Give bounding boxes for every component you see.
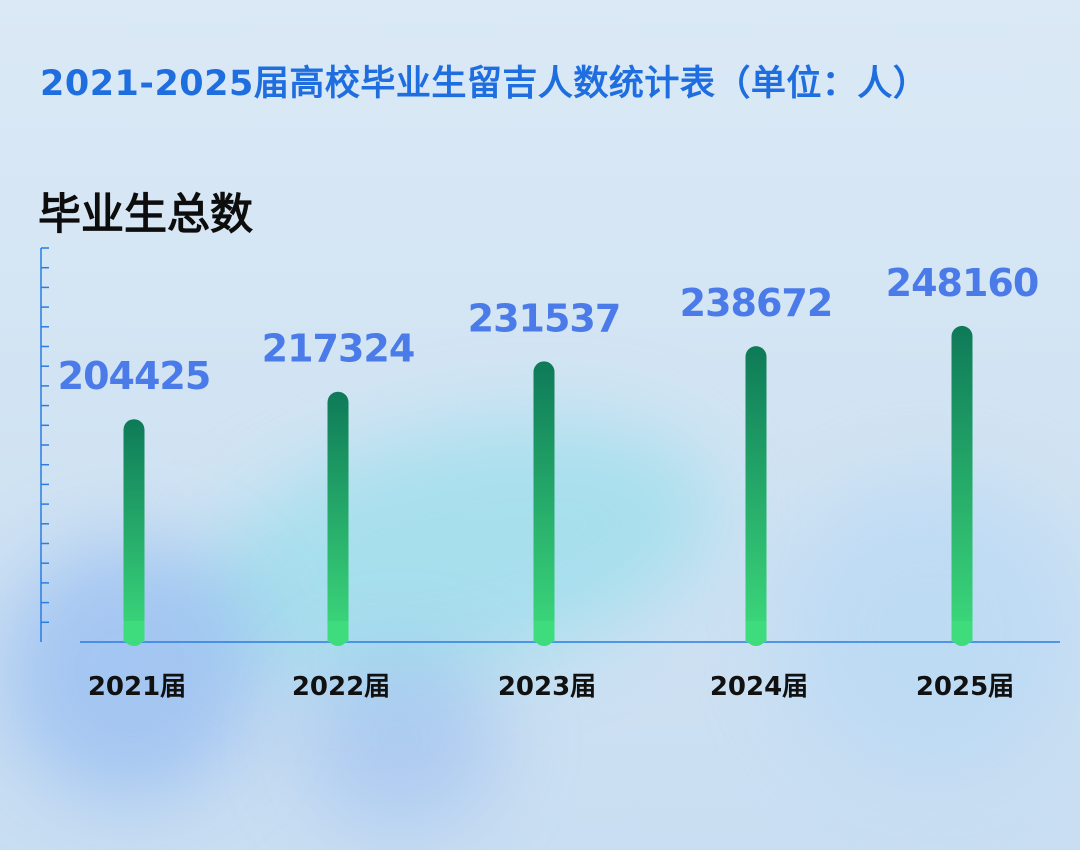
x-tick-label: 2024届 — [710, 672, 808, 702]
bar — [123, 419, 145, 646]
data-label: 231537 — [468, 296, 621, 340]
bar — [327, 391, 349, 646]
data-label: 238672 — [680, 281, 833, 325]
chart-title: 毕业生总数 — [38, 190, 253, 240]
background-blur — [300, 650, 500, 830]
page-title: 2021-2025届高校毕业生留吉人数统计表（单位：人） — [40, 64, 929, 104]
x-tick-label: 2025届 — [916, 672, 1014, 702]
x-tick-label: 2022届 — [292, 672, 390, 702]
bar-base — [123, 621, 145, 642]
bar-base — [951, 621, 973, 642]
data-label: 248160 — [886, 261, 1039, 305]
bar-base — [533, 621, 555, 642]
bar-base — [327, 621, 349, 642]
data-label: 217324 — [262, 327, 415, 371]
bar-base — [745, 621, 767, 642]
x-tick-label: 2021届 — [88, 672, 186, 702]
bar — [533, 361, 555, 646]
bar — [951, 325, 973, 646]
x-tick-label: 2023届 — [498, 672, 596, 702]
background-blur — [780, 480, 1080, 780]
data-label: 204425 — [58, 354, 211, 398]
bar — [745, 346, 767, 646]
